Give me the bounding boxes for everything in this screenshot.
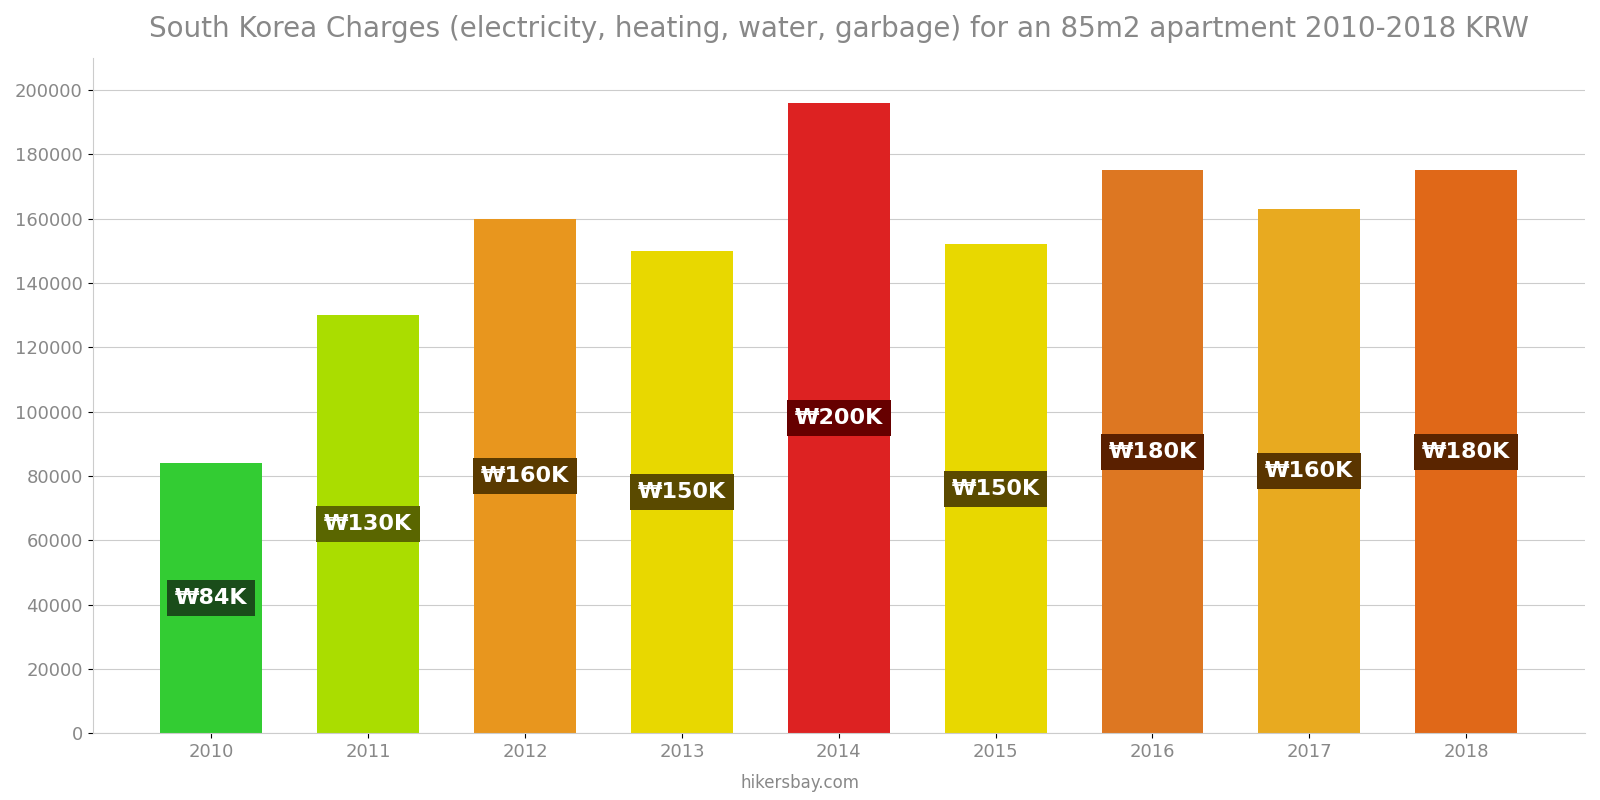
Bar [1416, 170, 1517, 734]
Text: ₩180K: ₩180K [1109, 442, 1197, 462]
Text: ₩84K: ₩84K [174, 588, 248, 608]
Bar [1258, 209, 1360, 734]
Bar [1101, 170, 1203, 734]
Bar [160, 463, 262, 734]
Bar [787, 103, 890, 734]
Bar [944, 244, 1046, 734]
Text: hikersbay.com: hikersbay.com [741, 774, 859, 792]
Text: ₩200K: ₩200K [795, 408, 883, 428]
Text: ₩130K: ₩130K [325, 514, 413, 534]
Text: ₩160K: ₩160K [482, 466, 570, 486]
Bar [317, 315, 419, 734]
Bar [630, 251, 733, 734]
Bar [474, 218, 576, 734]
Text: ₩180K: ₩180K [1422, 442, 1510, 462]
Text: ₩160K: ₩160K [1266, 461, 1354, 481]
Text: ₩150K: ₩150K [952, 479, 1040, 499]
Title: South Korea Charges (electricity, heating, water, garbage) for an 85m2 apartment: South Korea Charges (electricity, heatin… [149, 15, 1528, 43]
Text: ₩150K: ₩150K [638, 482, 726, 502]
